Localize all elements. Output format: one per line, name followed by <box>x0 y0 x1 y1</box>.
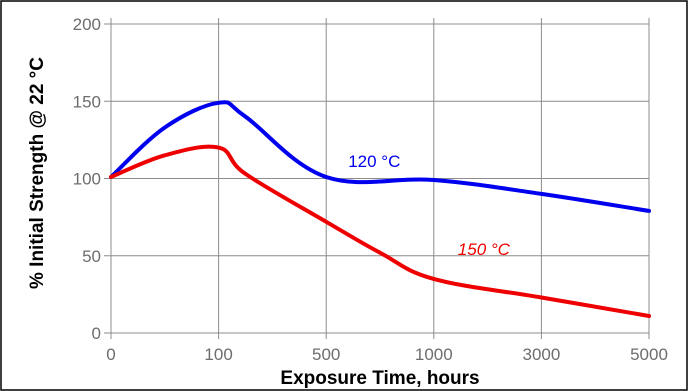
y-tick-label: 50 <box>82 247 101 266</box>
x-tick-label: 0 <box>106 345 115 364</box>
y-tick-label: 100 <box>73 170 101 189</box>
x-tick-label: 500 <box>312 345 340 364</box>
y-tick-label: 0 <box>92 324 101 343</box>
series-labels: 120 °C 150 °C <box>348 152 510 259</box>
y-axis-title: % Initial Strength @ 22 °C <box>27 57 48 289</box>
y-axis-ticks: 0 50 100 150 200 <box>73 15 111 343</box>
x-tick-label: 1000 <box>415 345 453 364</box>
x-axis-title: Exposure Time, hours <box>280 368 479 389</box>
y-tick-label: 200 <box>73 15 101 34</box>
y-tick-label: 150 <box>73 92 101 111</box>
x-tick-label: 5000 <box>630 345 668 364</box>
series-label: 120 °C <box>348 152 400 171</box>
series-line <box>109 100 651 213</box>
x-axis-ticks: 0 100 500 1000 3000 5000 <box>106 345 668 364</box>
x-tick-label: 100 <box>204 345 232 364</box>
series-line <box>109 144 651 318</box>
series-lines <box>109 100 651 318</box>
x-tick-label: 3000 <box>522 345 560 364</box>
series-label: 150 °C <box>458 240 511 259</box>
